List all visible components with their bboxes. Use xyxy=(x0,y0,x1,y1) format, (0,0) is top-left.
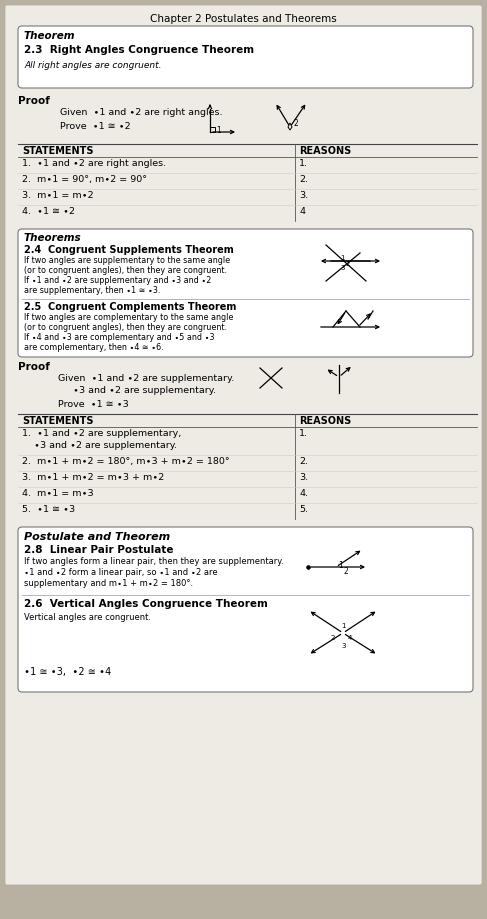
Text: ∙3 and ∙2 are supplementary.: ∙3 and ∙2 are supplementary. xyxy=(73,386,216,395)
Text: 1.  ∙1 and ∙2 are right angles.: 1. ∙1 and ∙2 are right angles. xyxy=(22,159,166,168)
Text: 3.  m∙1 + m∙2 = m∙3 + m∙2: 3. m∙1 + m∙2 = m∙3 + m∙2 xyxy=(22,473,164,482)
Text: 2.4  Congruent Supplements Theorem: 2.4 Congruent Supplements Theorem xyxy=(24,245,234,255)
FancyBboxPatch shape xyxy=(18,229,473,357)
Text: Theorem: Theorem xyxy=(24,31,75,41)
Text: are complementary, then ∙4 ≅ ∙6.: are complementary, then ∙4 ≅ ∙6. xyxy=(24,343,164,352)
Text: 2.5  Congruent Complements Theorem: 2.5 Congruent Complements Theorem xyxy=(24,302,236,312)
Text: 2.8  Linear Pair Postulate: 2.8 Linear Pair Postulate xyxy=(24,545,173,555)
FancyBboxPatch shape xyxy=(5,5,482,885)
Text: 1: 1 xyxy=(341,623,345,629)
Text: 1: 1 xyxy=(216,126,221,135)
Text: Theorems: Theorems xyxy=(24,233,82,243)
Text: 2.: 2. xyxy=(299,457,308,466)
Text: STATEMENTS: STATEMENTS xyxy=(22,146,94,156)
Text: 2.6  Vertical Angles Congruence Theorem: 2.6 Vertical Angles Congruence Theorem xyxy=(24,599,268,609)
Text: supplementary and m∙1 + m∙2 = 180°.: supplementary and m∙1 + m∙2 = 180°. xyxy=(24,579,193,588)
FancyBboxPatch shape xyxy=(18,26,473,88)
Text: Chapter 2 Postulates and Theorems: Chapter 2 Postulates and Theorems xyxy=(150,14,337,24)
Text: Prove  ∙1 ≅ ∙3: Prove ∙1 ≅ ∙3 xyxy=(58,400,129,409)
Text: ∙1 and ∙2 form a linear pair, so ∙1 and ∙2 are: ∙1 and ∙2 form a linear pair, so ∙1 and … xyxy=(24,568,218,577)
Text: 1: 1 xyxy=(338,561,343,570)
Text: All right angles are congruent.: All right angles are congruent. xyxy=(24,61,162,70)
Text: 2.: 2. xyxy=(299,175,308,184)
Text: 4: 4 xyxy=(299,207,305,216)
Text: If ∙1 and ∙2 are supplementary and ∙3 and ∙2: If ∙1 and ∙2 are supplementary and ∙3 an… xyxy=(24,276,211,285)
Text: 2: 2 xyxy=(331,635,336,641)
Text: Given  ∙1 and ∙2 are supplementary.: Given ∙1 and ∙2 are supplementary. xyxy=(58,374,234,383)
Text: 3: 3 xyxy=(341,643,345,649)
Text: REASONS: REASONS xyxy=(299,416,351,426)
Text: If ∙4 and ∙3 are complementary and ∙5 and ∙3: If ∙4 and ∙3 are complementary and ∙5 an… xyxy=(24,333,214,342)
Text: Proof: Proof xyxy=(18,96,50,106)
Text: 4.  m∙1 = m∙3: 4. m∙1 = m∙3 xyxy=(22,489,94,498)
Text: 3.: 3. xyxy=(299,473,308,482)
Text: 2: 2 xyxy=(293,119,298,128)
Text: REASONS: REASONS xyxy=(299,146,351,156)
Text: (or to congruent angles), then they are congruent.: (or to congruent angles), then they are … xyxy=(24,323,227,332)
Text: 2: 2 xyxy=(346,261,350,267)
Text: Postulate and Theorem: Postulate and Theorem xyxy=(24,532,170,542)
Text: 5.: 5. xyxy=(299,505,308,514)
Text: 4: 4 xyxy=(348,635,353,641)
Text: If two angles form a linear pair, then they are supplementary.: If two angles form a linear pair, then t… xyxy=(24,557,283,566)
Text: (or to congruent angles), then they are congruent.: (or to congruent angles), then they are … xyxy=(24,266,227,275)
FancyBboxPatch shape xyxy=(18,527,473,692)
Text: 2.  m∙1 = 90°, m∙2 = 90°: 2. m∙1 = 90°, m∙2 = 90° xyxy=(22,175,147,184)
Text: Prove  ∙1 ≅ ∙2: Prove ∙1 ≅ ∙2 xyxy=(60,122,131,131)
Text: 5.  ∙1 ≅ ∙3: 5. ∙1 ≅ ∙3 xyxy=(22,505,75,514)
Text: 3: 3 xyxy=(340,265,344,271)
Text: 2.  m∙1 + m∙2 = 180°, m∙3 + m∙2 = 180°: 2. m∙1 + m∙2 = 180°, m∙3 + m∙2 = 180° xyxy=(22,457,230,466)
Text: 1.: 1. xyxy=(299,429,308,438)
Text: If two angles are supplementary to the same angle: If two angles are supplementary to the s… xyxy=(24,256,230,265)
Text: 1.  ∙1 and ∙2 are supplementary,: 1. ∙1 and ∙2 are supplementary, xyxy=(22,429,181,438)
Text: 3.  m∙1 = m∙2: 3. m∙1 = m∙2 xyxy=(22,191,94,200)
Text: Proof: Proof xyxy=(18,362,50,372)
Text: 4.: 4. xyxy=(299,489,308,498)
Text: 2.3  Right Angles Congruence Theorem: 2.3 Right Angles Congruence Theorem xyxy=(24,45,254,55)
Text: ∙3 and ∙2 are supplementary.: ∙3 and ∙2 are supplementary. xyxy=(22,441,177,450)
Text: 3.: 3. xyxy=(299,191,308,200)
Text: 2: 2 xyxy=(344,567,349,576)
Text: are supplementary, then ∙1 ≅ ∙3.: are supplementary, then ∙1 ≅ ∙3. xyxy=(24,286,160,295)
Text: ∙1 ≅ ∙3,  ∙2 ≅ ∙4: ∙1 ≅ ∙3, ∙2 ≅ ∙4 xyxy=(24,667,111,677)
Text: 1.: 1. xyxy=(299,159,308,168)
Text: 4.  ∙1 ≅ ∙2: 4. ∙1 ≅ ∙2 xyxy=(22,207,75,216)
Text: 1: 1 xyxy=(340,255,344,261)
Text: Vertical angles are congruent.: Vertical angles are congruent. xyxy=(24,613,151,622)
Text: STATEMENTS: STATEMENTS xyxy=(22,416,94,426)
Text: Given  ∙1 and ∙2 are right angles.: Given ∙1 and ∙2 are right angles. xyxy=(60,108,223,117)
Text: If two angles are complementary to the same angle: If two angles are complementary to the s… xyxy=(24,313,233,322)
